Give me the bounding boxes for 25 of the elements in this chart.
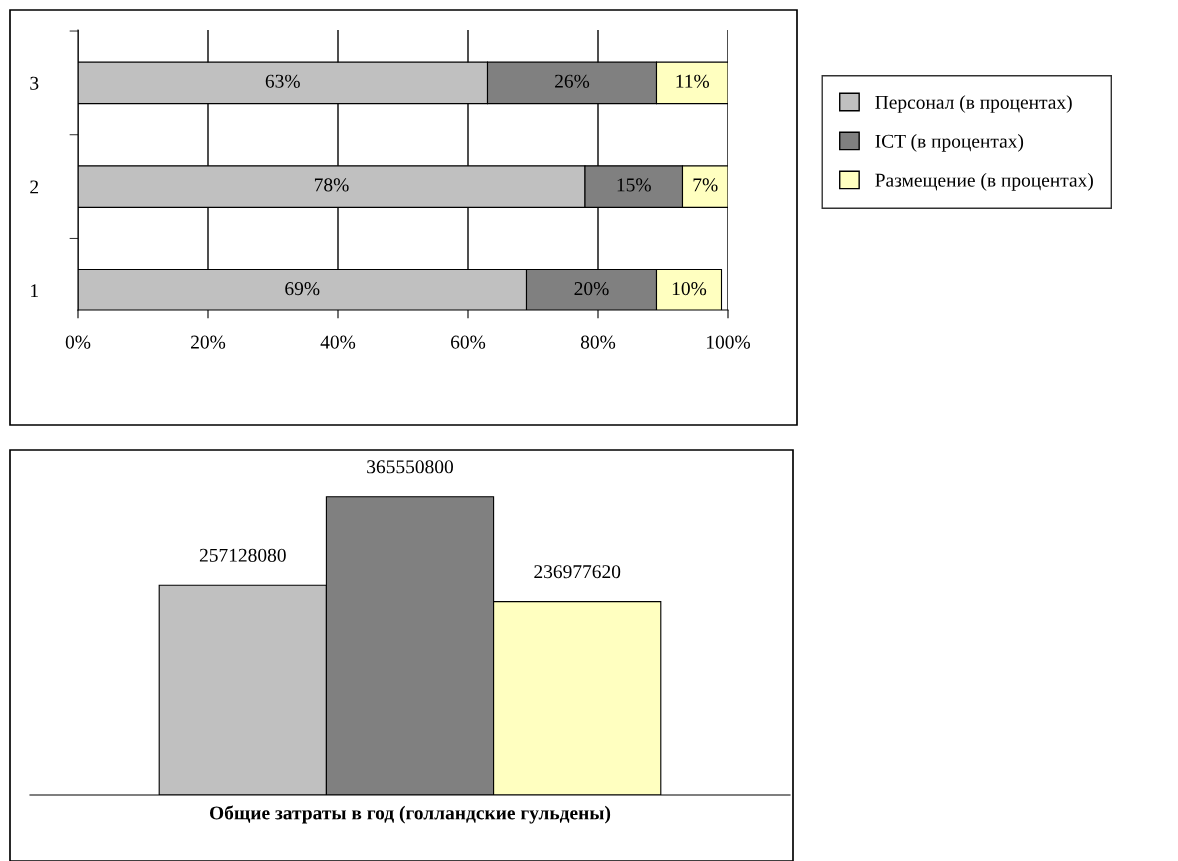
x-tick-label: 60%	[451, 335, 486, 349]
x-tick-label: 80%	[580, 335, 616, 349]
x-tick-label: 20%	[191, 335, 226, 349]
legend-label: Размещение (в процентах)	[875, 173, 1093, 191]
legend-label: ICT (в процентах)	[875, 134, 1024, 152]
y-tick-label: 3	[30, 76, 39, 90]
data-label: 20%	[574, 282, 609, 296]
x-tick-label: 40%	[320, 335, 356, 349]
data-label: 11%	[676, 74, 710, 88]
data-label: 7%	[693, 178, 718, 192]
x-axis-title: Общие затраты в год (голландские гульдены)	[209, 805, 611, 824]
data-label: 365550800	[367, 460, 454, 474]
data-label: 26%	[555, 74, 590, 88]
data-label: 10%	[672, 282, 707, 296]
y-tick-label: 1	[31, 284, 38, 298]
data-label: 257128080	[199, 548, 286, 562]
data-label: 78%	[314, 178, 349, 192]
legend-label: Персонал (в процентах)	[875, 95, 1072, 113]
data-label: 236977620	[534, 565, 621, 579]
y-tick-label: 2	[30, 180, 39, 194]
data-label: 15%	[617, 178, 651, 192]
x-tick-label: 0%	[65, 335, 91, 349]
x-tick-label: 100%	[707, 335, 751, 349]
data-label: 69%	[285, 282, 320, 296]
data-label: 63%	[265, 74, 300, 88]
